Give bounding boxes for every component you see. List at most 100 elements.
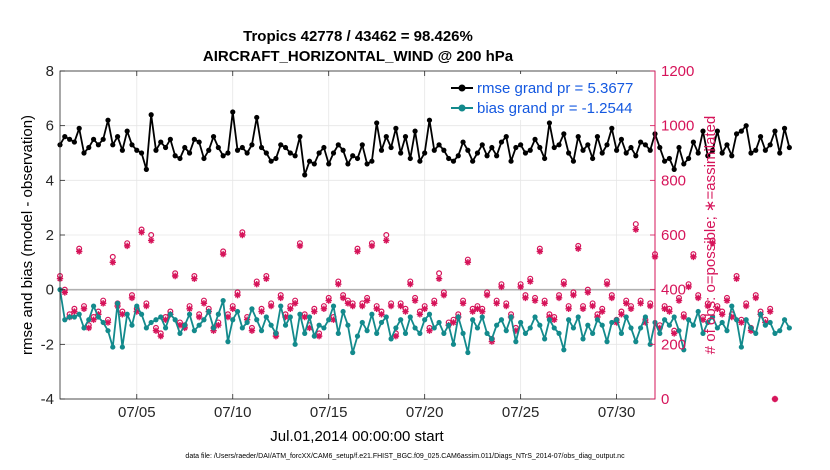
rmse-point	[647, 147, 653, 153]
obs-assimilated-point	[608, 294, 616, 302]
obs-assimilated-point	[742, 302, 750, 310]
bias-point	[258, 328, 265, 334]
rmse-point	[709, 147, 716, 153]
bias-point	[153, 317, 159, 323]
obs-assimilated-point	[527, 278, 534, 285]
bias-point	[90, 303, 97, 309]
x-axis-label: Jul.01,2014 00:00:00 start	[270, 428, 444, 445]
rmse-point	[114, 134, 121, 140]
rmse-point	[162, 144, 169, 151]
rmse-point	[575, 134, 581, 140]
bias-point	[95, 314, 101, 320]
bias-point	[340, 308, 346, 315]
obs-assimilated-point	[181, 324, 188, 332]
obs-assimilated-point	[570, 291, 577, 299]
rmse-point	[182, 144, 188, 151]
bias-point	[114, 300, 121, 306]
footer-data-file: data file: /Users/raeder/DAI/ATM_forcXX/…	[185, 453, 625, 460]
rmse-point	[71, 139, 77, 145]
obs-assimilated-point	[613, 319, 620, 326]
rmse-point	[748, 150, 754, 156]
obs-assimilated-point	[104, 319, 112, 326]
bias-point	[254, 317, 260, 323]
legend: rmse grand pr = 5.3677 bias grand pr = -…	[444, 74, 652, 120]
obs-assimilated-point	[157, 332, 164, 340]
rmse-point	[239, 144, 245, 151]
bias-point	[230, 317, 236, 323]
rmse-point	[484, 153, 490, 159]
obs-assimilated-point	[215, 322, 222, 329]
obs-assimilated-point	[522, 294, 529, 302]
obs-assimilated-point	[714, 305, 721, 312]
obs-assimilated-point	[551, 316, 558, 323]
bias-point	[441, 330, 447, 336]
obs-assimilated-point	[272, 332, 280, 340]
bias-point	[753, 330, 759, 336]
obs-assimilated-point	[263, 275, 270, 282]
obs-assimilated-point	[315, 332, 323, 340]
bias-point	[182, 322, 188, 328]
rmse-point	[638, 139, 644, 145]
bias-point	[210, 325, 217, 331]
legend-rmse-marker	[458, 84, 466, 92]
rmse-point	[494, 153, 500, 159]
obs-assimilated-point	[109, 259, 116, 266]
rmse-point	[306, 158, 313, 164]
bias-point	[690, 322, 696, 328]
bias-point	[661, 317, 668, 323]
obs-assimilated-point	[152, 327, 160, 334]
bias-point	[402, 330, 409, 336]
rmse-point	[282, 144, 289, 151]
bias-point	[186, 311, 193, 317]
obs-assimilated-point	[416, 311, 424, 318]
rmse-point	[340, 147, 346, 153]
obs-assimilated-point	[402, 308, 409, 315]
obs-assimilated-point	[368, 242, 376, 250]
rmse-point	[206, 147, 212, 153]
obs-assimilated-point	[392, 332, 400, 340]
rmse-point	[81, 150, 87, 156]
obs-assimilated-point	[699, 316, 707, 323]
bias-point	[685, 317, 692, 323]
bias-point	[143, 325, 149, 331]
obs-assimilated-point	[541, 300, 548, 307]
bias-point	[546, 317, 553, 323]
rmse-point	[220, 153, 226, 159]
rmse-point	[556, 142, 562, 148]
obs-assimilated-point	[90, 316, 97, 323]
obs-assimilated-point	[378, 311, 385, 318]
x-tick-label: 07/20	[406, 404, 444, 421]
rmse-point	[383, 134, 389, 140]
bias-point	[306, 314, 313, 320]
obs-assimilated-point	[565, 305, 572, 312]
bias-point	[465, 349, 471, 356]
rmse-point	[167, 136, 173, 142]
y-tick-label-right: 1200	[661, 63, 694, 80]
rmse-point	[172, 153, 178, 159]
obs-assimilated-point	[320, 305, 328, 312]
bias-point	[570, 325, 577, 331]
bias-point	[71, 314, 77, 320]
bias-point	[513, 339, 519, 345]
bias-point	[714, 325, 720, 331]
rmse-point	[661, 158, 668, 164]
bias-point	[220, 298, 226, 304]
rmse-point	[158, 139, 164, 145]
rmse-point	[498, 139, 505, 145]
rmse-point	[542, 155, 548, 162]
obs-assimilated-point	[747, 327, 755, 334]
bias-point	[743, 317, 749, 323]
rmse-point	[378, 147, 385, 153]
rmse-point	[100, 136, 106, 142]
bias-point	[364, 328, 370, 334]
rmse-point	[119, 147, 125, 153]
obs-assimilated-point	[95, 311, 102, 318]
bias-point	[450, 341, 457, 347]
series-rmse	[57, 109, 792, 178]
y-tick-label-right: 200	[661, 336, 686, 353]
rmse-point	[753, 147, 759, 153]
bias-point	[733, 317, 740, 323]
bias-point	[119, 344, 125, 350]
bias-point	[556, 330, 562, 336]
